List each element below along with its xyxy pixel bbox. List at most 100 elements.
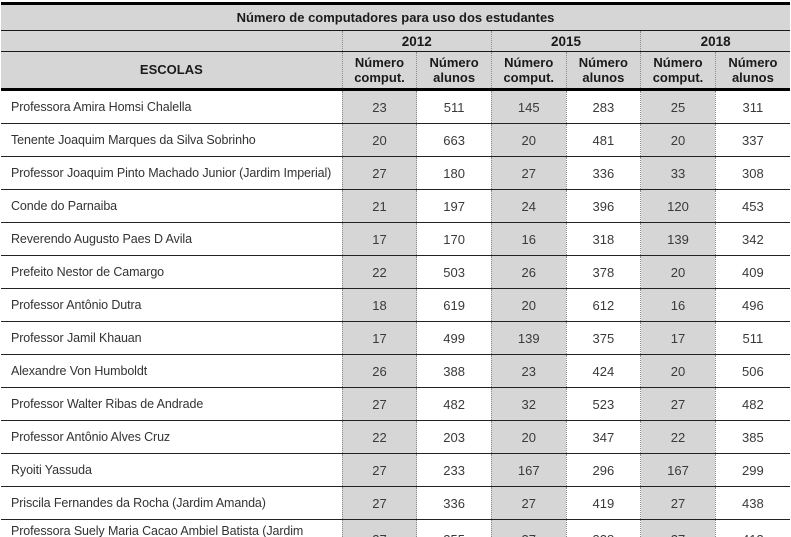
table-row: Professor Jamil Khauan 17 499 139 375 17 511	[1, 321, 790, 355]
alunos-value-cell: 503	[416, 255, 492, 289]
comput-value-cell: 27	[490, 519, 567, 537]
alunos-value-cell: 255	[416, 519, 492, 537]
comput-value-cell: 27	[490, 486, 567, 520]
comput-value-cell: 23	[490, 354, 567, 388]
column-header-row: ESCOLAS Número comput. Número alunos Núm…	[1, 51, 790, 91]
table-row: Conde do Parnaiba 21 197 24 396 120 453	[1, 189, 790, 223]
comput-value-cell: 27	[640, 486, 716, 520]
comput-value-cell: 22	[341, 420, 417, 454]
alunos-value-cell: 511	[416, 89, 492, 124]
table-row: Tenente Joaquim Marques da Silva Sobrinh…	[1, 123, 790, 157]
table-row: Professor Walter Ribas de Andrade 27 482 32…	[1, 387, 790, 421]
title-row: Número de computadores para uso dos estu…	[1, 3, 790, 31]
alunos-value-cell: 453	[714, 189, 790, 223]
alunos-value-cell: 328	[565, 519, 641, 537]
comput-value-cell: 27	[341, 156, 417, 190]
comput-value-cell: 32	[490, 387, 567, 421]
comput-value-cell: 17	[341, 222, 417, 256]
school-name-cell: Alexandre Von Humboldt	[1, 354, 343, 388]
alunos-value-cell: 612	[565, 288, 641, 322]
comput-value-cell: 20	[490, 123, 567, 157]
table-title: Número de computadores para uso dos estu…	[1, 3, 790, 31]
comput-value-cell: 167	[640, 453, 716, 487]
table-row: Professor Antônio Alves Cruz 22 203 20 347 22…	[1, 420, 790, 454]
comput-value-cell: 16	[640, 288, 716, 322]
year-header-2012: 2012	[341, 30, 492, 52]
alunos-value-cell: 396	[565, 189, 641, 223]
comput-value-cell: 17	[341, 321, 417, 355]
comput-value-cell: 21	[341, 189, 417, 223]
alunos-value-cell: 233	[416, 453, 492, 487]
table-row: Professor Joaquim Pinto Machado Junior (…	[1, 156, 790, 190]
table-row: Professora Suely Maria Cacao Ambiel Bati…	[1, 519, 790, 537]
alunos-value-cell: 481	[565, 123, 641, 157]
alunos-value-cell: 347	[565, 420, 641, 454]
table-body: Professora Amira Homsi Chalella 23 511 145 2…	[1, 89, 790, 537]
col-header-alunos-2018: Número alunos	[714, 51, 790, 91]
comput-value-cell: 120	[640, 189, 716, 223]
alunos-value-cell: 511	[714, 321, 790, 355]
comput-value-cell: 25	[640, 89, 716, 124]
alunos-value-cell: 482	[714, 387, 790, 421]
col-header-alunos-2015: Número alunos	[565, 51, 641, 91]
alunos-value-cell: 296	[565, 453, 641, 487]
comput-value-cell: 16	[490, 222, 567, 256]
alunos-value-cell: 283	[565, 89, 641, 124]
alunos-value-cell: 409	[714, 255, 790, 289]
comput-value-cell: 20	[640, 354, 716, 388]
alunos-value-cell: 388	[416, 354, 492, 388]
escolas-header: ESCOLAS	[1, 51, 343, 91]
alunos-value-cell: 337	[714, 123, 790, 157]
comput-value-cell: 26	[490, 255, 567, 289]
comput-value-cell: 17	[640, 321, 716, 355]
comput-value-cell: 167	[490, 453, 567, 487]
alunos-value-cell: 299	[714, 453, 790, 487]
school-name-cell: Professor Walter Ribas de Andrade	[1, 387, 343, 421]
school-name-cell: Prefeito Nestor de Camargo	[1, 255, 343, 289]
alunos-value-cell: 438	[714, 486, 790, 520]
comput-value-cell: 33	[640, 156, 716, 190]
comput-value-cell: 20	[490, 288, 567, 322]
comput-value-cell: 20	[341, 123, 417, 157]
school-name-cell: Professora Amira Homsi Chalella	[1, 89, 343, 124]
alunos-value-cell: 311	[714, 89, 790, 124]
alunos-value-cell: 482	[416, 387, 492, 421]
comput-value-cell: 20	[640, 123, 716, 157]
table-row: Ryoiti Yassuda 27 233 167 296 167 299	[1, 453, 790, 487]
comput-value-cell: 145	[490, 89, 567, 124]
comput-value-cell: 27	[341, 519, 417, 537]
alunos-value-cell: 385	[714, 420, 790, 454]
comput-value-cell: 18	[341, 288, 417, 322]
alunos-value-cell: 336	[416, 486, 492, 520]
comput-value-cell: 27	[341, 486, 417, 520]
alunos-value-cell: 375	[565, 321, 641, 355]
alunos-value-cell: 318	[565, 222, 641, 256]
year-header-2018: 2018	[640, 30, 790, 52]
alunos-value-cell: 197	[416, 189, 492, 223]
col-header-comput-2018: Número comput.	[640, 51, 716, 91]
school-name-cell: Professor Antônio Dutra	[1, 288, 343, 322]
comput-value-cell: 27	[640, 519, 716, 537]
school-name-cell: Priscila Fernandes da Rocha (Jardim Aman…	[1, 486, 343, 520]
comput-value-cell: 20	[490, 420, 567, 454]
alunos-value-cell: 378	[565, 255, 641, 289]
comput-value-cell: 27	[640, 387, 716, 421]
school-name-cell: Tenente Joaquim Marques da Silva Sobrinh…	[1, 123, 343, 157]
comput-value-cell: 139	[490, 321, 567, 355]
alunos-value-cell: 203	[416, 420, 492, 454]
comput-value-cell: 27	[490, 156, 567, 190]
alunos-value-cell: 180	[416, 156, 492, 190]
comput-value-cell: 26	[341, 354, 417, 388]
year-header-2015: 2015	[490, 30, 641, 52]
alunos-value-cell: 424	[565, 354, 641, 388]
school-name-cell: Ryoiti Yassuda	[1, 453, 343, 487]
alunos-value-cell: 523	[565, 387, 641, 421]
table-row: Professor Antônio Dutra 18 619 20 612 16 496	[1, 288, 790, 322]
school-name-cell: Professor Antônio Alves Cruz	[1, 420, 343, 454]
alunos-value-cell: 663	[416, 123, 492, 157]
table-row: Prefeito Nestor de Camargo 22 503 26 378 20 40…	[1, 255, 790, 289]
comput-value-cell: 20	[640, 255, 716, 289]
table-row: Alexandre Von Humboldt 26 388 23 424 20 506	[1, 354, 790, 388]
alunos-value-cell: 413	[714, 519, 790, 537]
